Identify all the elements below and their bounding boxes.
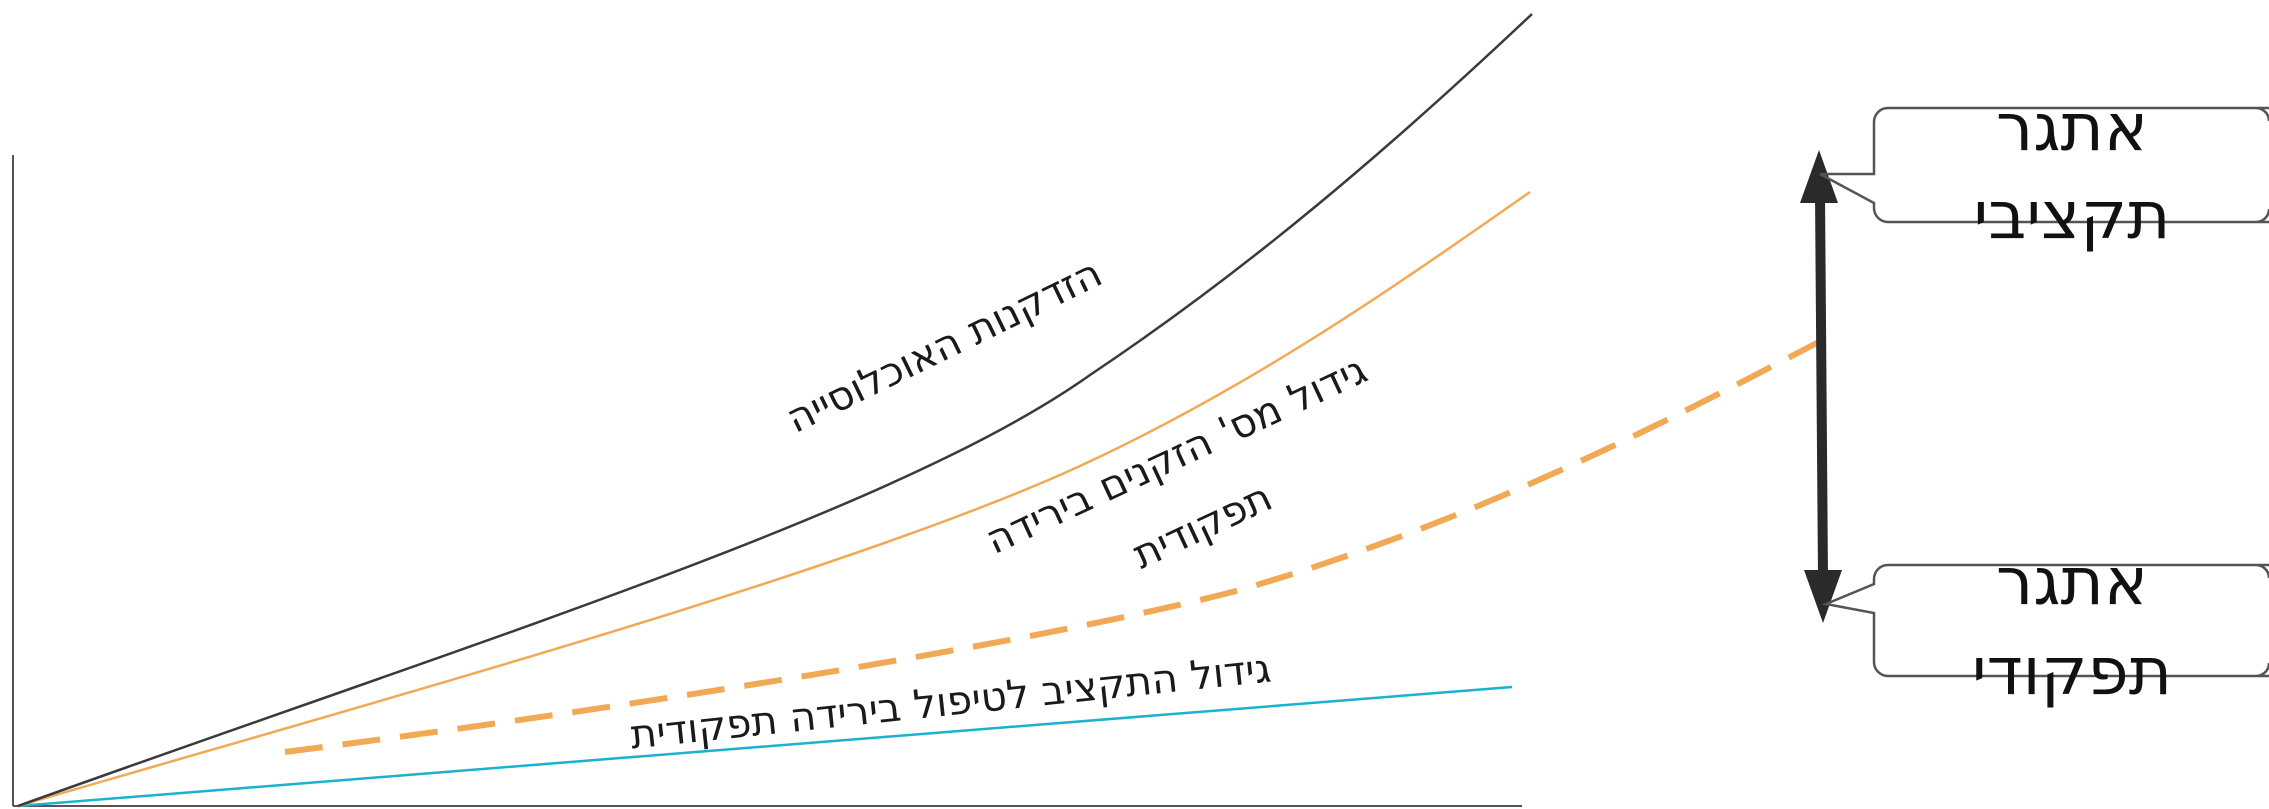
functional-challenge-line1: אתגר xyxy=(1996,543,2148,620)
arrow-shaft xyxy=(1815,194,1828,579)
functional-challenge-callout: אתגר תפקודי xyxy=(1821,543,2269,710)
functional-challenge-line2: תפקודי xyxy=(1972,633,2172,710)
arrow-head-up xyxy=(1800,150,1838,203)
budget-challenge-line1: אתגר xyxy=(1996,89,2148,166)
budget-growth-curve xyxy=(17,685,1513,808)
functional-challenge-callout-bubble xyxy=(1821,563,2269,678)
double-arrow xyxy=(1800,150,1842,623)
dashed-target-curve xyxy=(284,332,1834,755)
budget-challenge-line2: תקציבי xyxy=(1973,177,2170,254)
arrow-head-down xyxy=(1804,570,1842,623)
budget-challenge-callout: אתגר תקציבי xyxy=(1819,89,2269,254)
budget-growth-label: גידול התקציב לטיפול בירידה תפקודית xyxy=(628,646,1273,759)
elderly-decline-curve xyxy=(17,190,1531,808)
population-aging-curve xyxy=(17,13,1533,808)
population-aging-label: הזדקנות האוכלוסייה xyxy=(779,250,1109,442)
budget-challenge-callout-bubble xyxy=(1819,106,2269,224)
